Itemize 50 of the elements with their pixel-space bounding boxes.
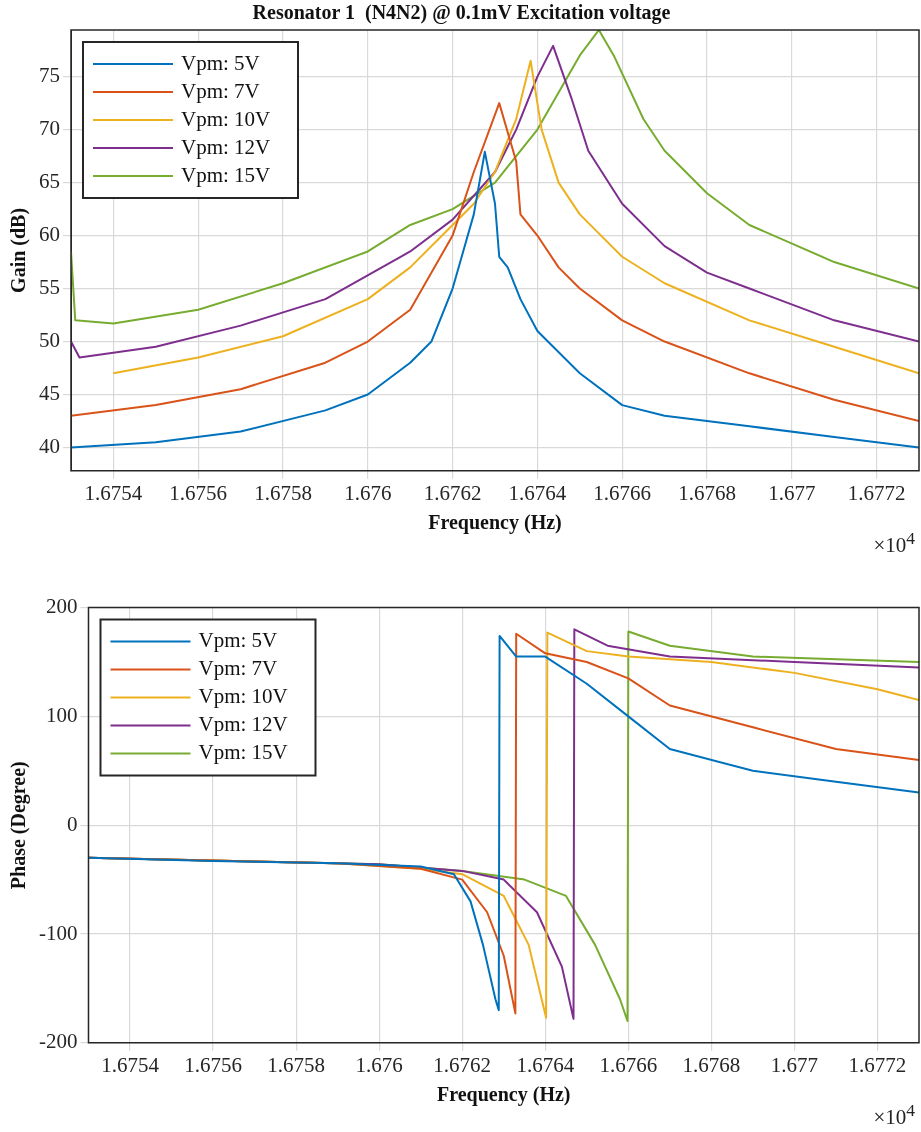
x-tick-label: 1.6764 xyxy=(508,480,567,505)
y-tick-label: 45 xyxy=(39,381,60,406)
x-tick-label: 1.677 xyxy=(768,480,816,505)
chart-title: Resonator 1 (N4N2) @ 0.1mV Excitation voltage xyxy=(252,1,671,25)
legend-label: Vpm: 10V xyxy=(181,106,271,131)
y-tick-label: 0 xyxy=(66,811,78,836)
y-tick-label: -200 xyxy=(38,1029,78,1054)
x-tick-label: 1.6754 xyxy=(84,480,143,505)
y-tick-label: 65 xyxy=(39,169,60,194)
x-tick-label: 1.6762 xyxy=(423,480,482,505)
legend-label: Vpm: 7V xyxy=(198,656,278,681)
y-axis-title: Gain (dB) xyxy=(7,207,31,293)
y-tick-label: -100 xyxy=(38,920,78,945)
legend-label: Vpm: 12V xyxy=(198,712,288,737)
x-tick-label: 1.6756 xyxy=(169,480,228,505)
text: ×10$^{4}$ xyxy=(873,1100,915,1130)
x-tick-label: 1.6758 xyxy=(267,1052,325,1077)
legend-label: Vpm: 10V xyxy=(198,684,288,709)
x-tick-label: 1.676 xyxy=(344,480,392,505)
x-tick-label: 1.6768 xyxy=(678,480,736,505)
x-tick-label: 1.6758 xyxy=(254,480,312,505)
x-tick-label: 1.6766 xyxy=(599,1052,658,1077)
y-tick-label: 75 xyxy=(39,63,60,88)
text: ×10$^{4}$ xyxy=(873,528,915,558)
legend-label: Vpm: 15V xyxy=(198,740,288,765)
y-tick-label: 70 xyxy=(39,116,60,141)
y-tick-label: 60 xyxy=(39,222,60,247)
x-tick-label: 1.676 xyxy=(355,1052,403,1077)
x-tick-label: 1.6768 xyxy=(682,1052,741,1077)
y-tick-label: 55 xyxy=(39,275,60,300)
x-tick-label: 1.6754 xyxy=(101,1052,160,1077)
y-tick-label: 50 xyxy=(39,328,60,353)
legend-label: Vpm: 12V xyxy=(181,134,271,159)
legend-label: Vpm: 7V xyxy=(181,78,260,103)
y-axis-title: Phase (Degree) xyxy=(7,761,31,890)
x-tick-label: 1.6772 xyxy=(848,1052,907,1077)
y-tick-label: 40 xyxy=(39,434,60,458)
legend-label: Vpm: 15V xyxy=(181,162,271,187)
y-tick-label: 100 xyxy=(45,702,78,727)
x-tick-label: 1.6756 xyxy=(184,1052,242,1077)
x-axis-title: Frequency (Hz) xyxy=(428,511,562,535)
x-axis-title: Frequency (Hz) xyxy=(437,1083,571,1107)
x-tick-label: 1.6766 xyxy=(593,480,652,505)
legend-label: Vpm: 5V xyxy=(181,50,260,75)
legend-label: Vpm: 5V xyxy=(198,628,278,653)
x-tick-label: 1.6772 xyxy=(847,480,906,505)
y-tick-label: 200 xyxy=(45,594,78,619)
x-tick-label: 1.677 xyxy=(770,1052,819,1077)
x-tick-label: 1.6762 xyxy=(433,1052,492,1077)
x-tick-label: 1.6764 xyxy=(516,1052,575,1077)
